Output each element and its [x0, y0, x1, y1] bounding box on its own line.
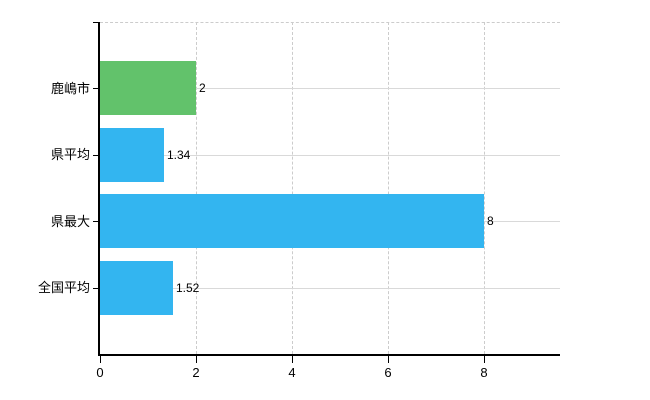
y-tick-mark [93, 155, 100, 156]
bar-value-label: 2 [199, 81, 206, 95]
y-gridline [100, 155, 560, 156]
y-gridline [100, 288, 560, 289]
x-tick-mark [100, 356, 101, 363]
category-label: 県平均 [50, 147, 90, 162]
x-gridline [292, 22, 293, 354]
category-label: 県最大 [50, 214, 90, 229]
x-tick-label: 4 [288, 365, 296, 380]
bar [100, 61, 196, 115]
x-tick-mark [196, 356, 197, 363]
category-label: 全国平均 [37, 280, 90, 295]
plot-top-border [100, 22, 560, 23]
y-tick-mark [93, 221, 100, 222]
x-gridline [196, 22, 197, 354]
x-tick-mark [484, 356, 485, 363]
bar [100, 194, 484, 248]
bar-value-label: 1.34 [167, 148, 191, 162]
bar [100, 261, 173, 315]
y-gridline [100, 88, 560, 89]
x-tick-label: 0 [96, 365, 104, 380]
category-label: 鹿嶋市 [50, 81, 90, 96]
bar [100, 128, 164, 182]
x-tick-label: 6 [384, 365, 392, 380]
bar-value-label: 1.52 [176, 281, 200, 295]
y-axis-top-tick [93, 22, 100, 23]
bar-value-label: 8 [487, 214, 494, 228]
x-tick-label: 2 [192, 365, 200, 380]
x-gridline [388, 22, 389, 354]
y-tick-mark [93, 88, 100, 89]
x-axis-line [98, 354, 560, 356]
x-tick-mark [292, 356, 293, 363]
y-axis-line [98, 22, 100, 356]
x-gridline [484, 22, 485, 354]
x-tick-mark [388, 356, 389, 363]
y-tick-mark [93, 288, 100, 289]
x-tick-label: 8 [480, 365, 488, 380]
